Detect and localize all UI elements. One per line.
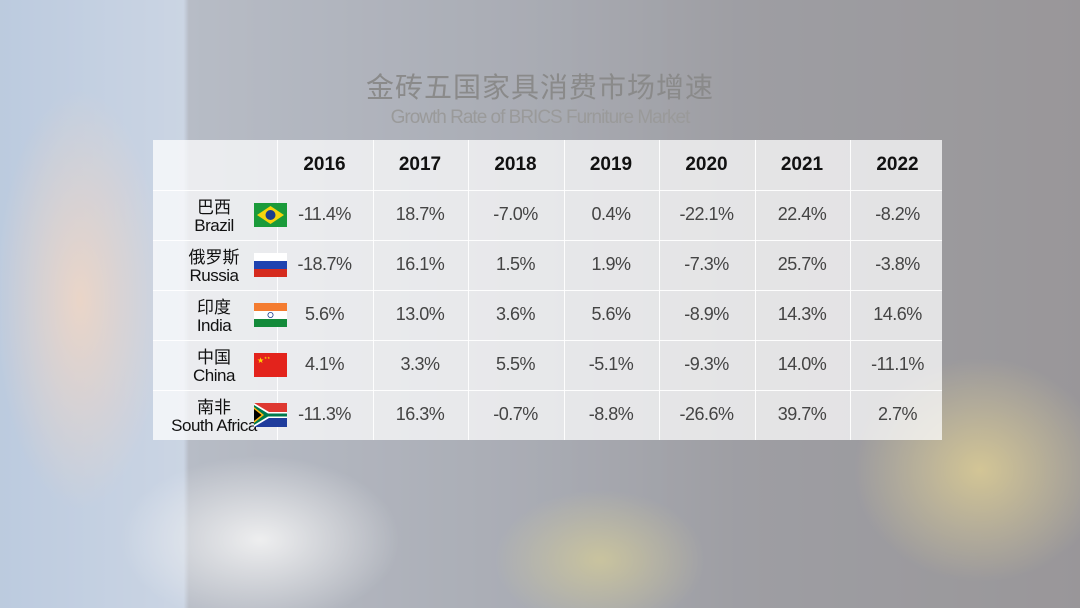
row-divider xyxy=(153,290,942,291)
table-cell-value: 16.1% xyxy=(395,254,445,274)
row-divider xyxy=(153,340,942,341)
table-cell-value: -11.4% xyxy=(298,204,351,224)
table-cell-value: 5.6% xyxy=(304,304,345,324)
row-divider xyxy=(153,390,942,391)
column-header-year: 2020 xyxy=(685,154,728,175)
row-divider xyxy=(153,240,942,241)
table-cell-value: 3.3% xyxy=(400,354,440,374)
table-cell-value: 3.6% xyxy=(495,304,536,324)
table-cell-value: 5.6% xyxy=(591,304,631,324)
country-name-chinese: 中国 xyxy=(197,348,231,368)
table-row: 俄罗斯 Russia -18.7% 16.1% 1.5% 1.9% -7.3% 25.7% -3… xyxy=(153,240,942,290)
table-row: 南非 South Africa -11.3% 16.3% -0.7% -8.8% -26.6… xyxy=(153,390,942,440)
column-divider xyxy=(563,140,565,440)
table-cell-value: 1.9% xyxy=(591,254,631,274)
table-cell-value: -8.8% xyxy=(588,404,634,424)
country-name-english: Russia xyxy=(189,266,239,285)
table-row: 巴西 Brazil -11.4% 18.7% -7.0% 0.4% -22.1% 22.4% -… xyxy=(153,190,942,240)
column-header-year: 2019 xyxy=(589,154,633,175)
country-name-english: Brazil xyxy=(194,216,234,235)
country-name-chinese: 巴西 xyxy=(197,198,231,218)
south-africa-flag-icon xyxy=(254,403,287,427)
table-cell-value: 14.3% xyxy=(777,304,827,324)
india-flag-icon xyxy=(254,303,287,327)
russia-flag-icon xyxy=(254,253,287,277)
table-cell-value: 5.5% xyxy=(495,354,536,374)
slide-title: 金砖五国家具消费市场增速 xyxy=(365,71,714,104)
country-name-chinese: 印度 xyxy=(197,298,231,318)
table-cell-value: 0.4% xyxy=(591,204,631,224)
country-name-chinese: 南非 xyxy=(197,398,231,418)
country-name-english: South Africa xyxy=(171,416,257,435)
column-header-year: 2018 xyxy=(494,154,537,175)
table-cell-value: -8.9% xyxy=(684,304,729,324)
column-header-year: 2016 xyxy=(303,154,346,175)
table-row: 中国 China ★ ★★ 4.1% 3.3% 5.5% -5.1% -9.3% 14.0% -11… xyxy=(153,340,942,390)
column-divider xyxy=(468,140,469,440)
table-cell-value: -7.3% xyxy=(684,254,729,274)
slide-subtitle: Growth Rate of BRICS Furniture Market xyxy=(390,107,691,128)
growth-rate-table: 2016 2017 2018 2019 2020 2021 2022 巴西 Brazil -11.… xyxy=(153,140,942,440)
table-cell-value: -5.1% xyxy=(588,354,634,374)
table-cell-value: -11.3% xyxy=(298,404,351,424)
table-cell-value: 1.5% xyxy=(495,254,536,274)
table-cell-value: -9.3% xyxy=(684,354,729,374)
column-header-year: 2017 xyxy=(398,154,442,175)
table-cell-value: 22.4% xyxy=(777,204,827,224)
table-cell-value: -3.8% xyxy=(875,254,920,274)
table-cell-value: 14.0% xyxy=(777,354,827,374)
country-name-english: China xyxy=(193,366,235,385)
country-name-chinese: 俄罗斯 xyxy=(188,248,240,268)
table-cell-value: 18.7% xyxy=(395,204,445,224)
column-header-year: 2021 xyxy=(780,154,824,175)
table-cell-value: -22.1% xyxy=(679,204,734,224)
country-name-english: India xyxy=(196,316,232,335)
table-cell-value: -0.7% xyxy=(493,404,538,424)
table-cell-value: 13.0% xyxy=(395,304,445,324)
table-row: 印度 India 5.6% 13.0% 3.6% 5.6% -8.9% 14.3% 14.6% xyxy=(153,290,942,340)
china-flag-icon: ★ ★★ xyxy=(254,353,287,377)
table-cell-value: -11.1% xyxy=(871,354,924,374)
table-cell-value: -26.6% xyxy=(679,404,734,424)
table-cell-value: -18.7% xyxy=(297,254,352,274)
column-divider xyxy=(372,140,374,440)
table-cell-value: -7.0% xyxy=(493,204,538,224)
column-divider xyxy=(754,140,756,440)
table-cell-value: 16.3% xyxy=(395,404,445,424)
column-divider xyxy=(277,140,278,440)
table-cell-value: 2.7% xyxy=(877,404,918,424)
svg-text:★★: ★★ xyxy=(264,356,271,360)
row-divider xyxy=(153,190,942,191)
svg-text:★: ★ xyxy=(257,356,264,365)
table-cell-value: 4.1% xyxy=(304,354,345,374)
table-cell-value: 39.7% xyxy=(777,404,827,424)
table-cell-value: 25.7% xyxy=(777,254,827,274)
column-header-year: 2022 xyxy=(876,154,919,175)
table-cell-value: -8.2% xyxy=(875,204,920,224)
brazil-flag-icon xyxy=(254,203,287,227)
column-divider xyxy=(659,140,660,440)
table-cell-value: 14.6% xyxy=(873,304,922,324)
column-divider xyxy=(850,140,851,440)
